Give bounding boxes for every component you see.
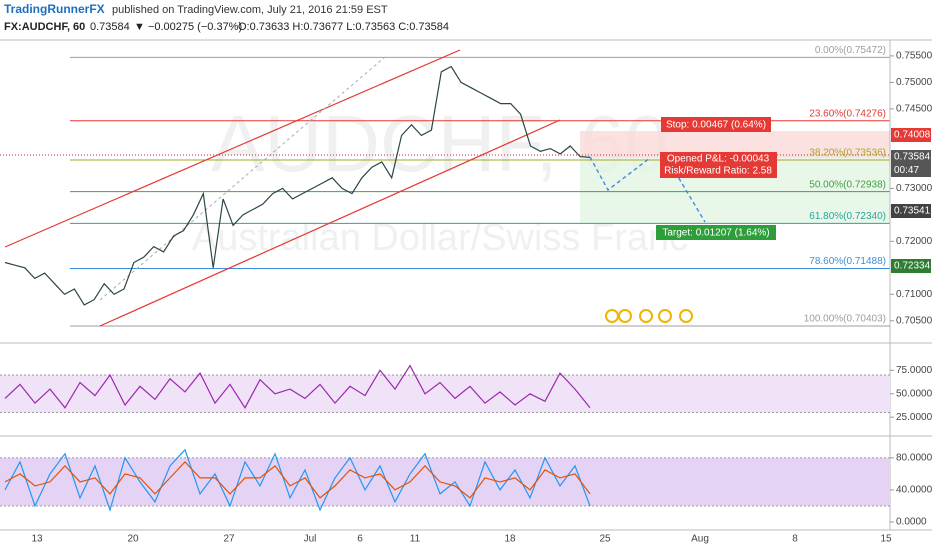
y-tick-label: 0.72000 <box>896 236 932 247</box>
y-tick-label: 0.74500 <box>896 104 932 115</box>
symbol: FX:AUDCHF, 60 <box>4 21 85 33</box>
price-tag <box>891 128 931 142</box>
event-icon <box>639 309 653 323</box>
y-tick-label: 0.75000 <box>896 77 932 88</box>
y-tick-label: 40.0000 <box>896 485 932 496</box>
price-tag-label: 0.74008 <box>894 130 931 141</box>
pnl-label: Opened P&L: -0.00043 <box>667 154 770 165</box>
y-tick-label: 25.0000 <box>896 412 932 423</box>
price-tag-label: 0.73584 <box>894 152 931 163</box>
price-tag-label: 0.73541 <box>894 206 931 217</box>
price-tag <box>891 204 931 218</box>
countdown: 00:47 <box>894 165 919 176</box>
fib-levels <box>70 56 890 327</box>
price-tag <box>891 259 931 273</box>
stop-label: Stop: 0.00467 (0.64%) <box>666 120 766 131</box>
y-tick-label: 80.0000 <box>896 452 932 463</box>
x-tick-label: 6 <box>357 534 363 545</box>
x-tick-label: Jul <box>304 534 317 545</box>
series-line <box>4 364 591 409</box>
event-icon <box>679 309 693 323</box>
event-icon <box>658 309 672 323</box>
y-tick-label: 0.73000 <box>896 183 932 194</box>
event-icon <box>618 309 632 323</box>
event-icons <box>605 309 693 323</box>
x-tick-label: Aug <box>691 534 709 545</box>
x-tick-label: 25 <box>599 534 611 545</box>
watermark-sub: Australian Dollar/Swiss Franc <box>192 217 688 259</box>
last-price: 0.73584 <box>90 21 130 33</box>
fib-label: 38.20%(0.73536) <box>809 148 886 159</box>
fib-label: 23.60%(0.74276) <box>809 108 886 119</box>
ohlc: O:0.73633 H:0.73677 L:0.73563 C:0.73584 <box>238 21 449 33</box>
y-tick-label: 0.0000 <box>896 517 927 528</box>
projection-arrow <box>667 159 706 223</box>
y-tick-label: 50.0000 <box>896 388 932 399</box>
series-line <box>4 461 591 499</box>
published: published on TradingView.com, July 21, 2… <box>112 4 388 16</box>
fib-label: 50.00%(0.72938) <box>809 179 886 190</box>
band <box>0 457 890 506</box>
y-tick-label: 0.70500 <box>896 315 932 326</box>
y-tick-label: 0.71000 <box>896 289 932 300</box>
x-tick-label: 8 <box>792 534 798 545</box>
target-label: Target: 0.01207 (1.64%) <box>662 228 769 239</box>
fib-label: 100.00%(0.70403) <box>804 314 886 325</box>
y-tick-label: 0.75500 <box>896 51 932 62</box>
countdown-tag <box>891 164 931 177</box>
x-tick-label: 18 <box>504 534 516 545</box>
target-box <box>656 225 776 240</box>
x-tick-label: 20 <box>127 534 139 545</box>
channel-lower <box>99 119 561 327</box>
price-tag <box>891 150 931 164</box>
x-tick-label: 15 <box>880 534 892 545</box>
rr-label: Risk/Reward Ratio: 2.58 <box>664 166 772 177</box>
stop-box <box>661 117 771 132</box>
channel-upper <box>4 49 461 248</box>
pnl-box <box>660 152 777 178</box>
event-icon <box>605 309 619 323</box>
fib-label: 78.60%(0.71488) <box>809 256 886 267</box>
fib-label: 61.80%(0.72340) <box>809 211 886 222</box>
x-tick-label: 11 <box>410 534 421 545</box>
price-tag-label: 0.72334 <box>894 261 931 272</box>
change: ▼ −0.00275 (−0.37%) <box>134 21 242 33</box>
fib-label: 0.00%(0.75472) <box>815 45 886 56</box>
series-line <box>4 65 591 306</box>
channel-mid <box>99 56 386 301</box>
y-tick-label: 75.0000 <box>896 365 932 376</box>
header-bg <box>0 0 932 40</box>
x-tick-label: 13 <box>31 534 43 545</box>
projection-arrow <box>589 156 651 192</box>
series-line <box>4 448 591 513</box>
x-tick-label: 27 <box>223 534 235 545</box>
publisher: TradingRunnerFX <box>4 2 105 16</box>
